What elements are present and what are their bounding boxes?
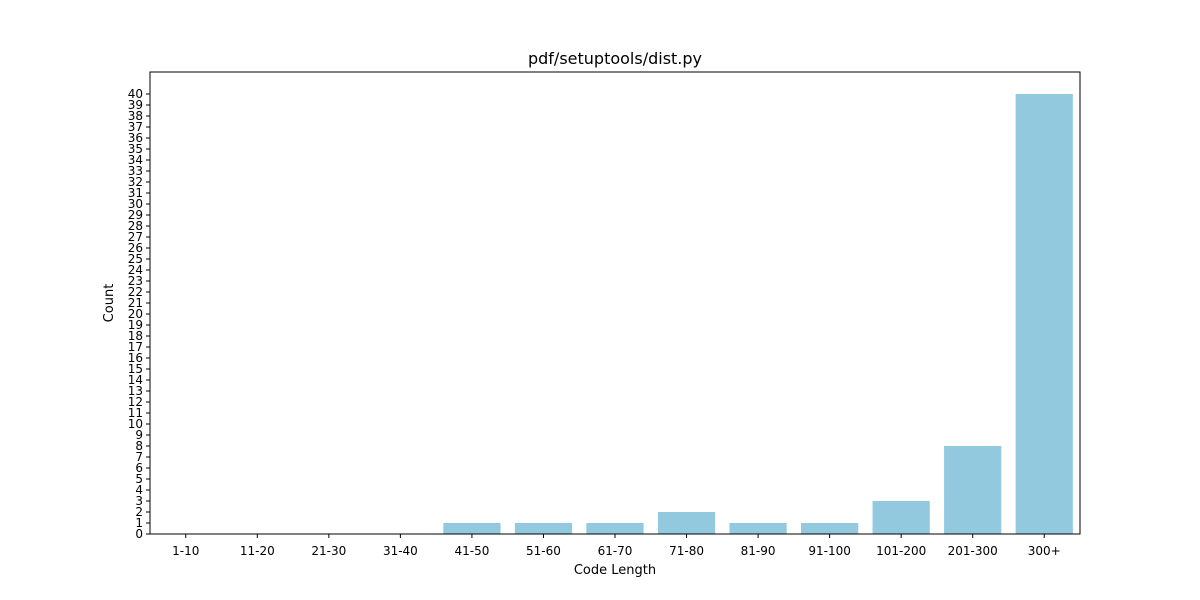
y-tick-label: 27 [128, 230, 143, 244]
y-tick-label: 18 [128, 329, 143, 343]
y-tick-label: 38 [128, 109, 143, 123]
x-tick-label: 201-300 [948, 544, 998, 558]
x-tick-label: 81-90 [741, 544, 776, 558]
y-tick-label: 9 [135, 428, 143, 442]
bars-group [443, 94, 1073, 534]
bar [443, 523, 501, 534]
x-tick-label: 41-50 [454, 544, 489, 558]
y-tick-label: 7 [135, 450, 143, 464]
x-axis: 1-10 11-20 21-30 31-40 41-50 51-60 61-70 71-80 8… [172, 534, 1061, 558]
y-tick-label: 36 [128, 131, 143, 145]
bar [514, 523, 573, 534]
y-tick-label: 30 [128, 197, 143, 211]
y-axis: 0123456789101112131415161718192021222324… [128, 87, 150, 541]
y-tick-label: 32 [128, 175, 143, 189]
x-tick-label: 300+ [1028, 544, 1061, 558]
x-tick-label: 91-100 [808, 544, 851, 558]
bar [657, 512, 716, 534]
y-tick-label: 6 [135, 461, 143, 475]
y-axis-label: Count [102, 284, 117, 323]
y-tick-label: 37 [128, 120, 143, 134]
y-tick-label: 0 [135, 527, 143, 541]
y-tick-label: 19 [128, 318, 143, 332]
x-tick-label: 71-80 [669, 544, 704, 558]
y-tick-label: 3 [135, 494, 143, 508]
x-tick-label: 61-70 [598, 544, 633, 558]
y-tick-label: 11 [128, 406, 143, 420]
y-tick-label: 4 [135, 483, 143, 497]
y-tick-label: 33 [128, 164, 143, 178]
y-tick-label: 34 [128, 153, 143, 167]
y-tick-label: 22 [128, 285, 143, 299]
bar [944, 446, 1002, 534]
bar [801, 523, 859, 534]
y-tick-label: 20 [128, 307, 143, 321]
x-axis-label: Code Length [574, 563, 656, 578]
y-tick-label: 31 [128, 186, 143, 200]
y-tick-label: 10 [128, 417, 143, 431]
x-tick-label: 1-10 [172, 544, 199, 558]
y-tick-label: 12 [128, 395, 143, 409]
y-tick-label: 24 [128, 263, 143, 277]
y-tick-label: 14 [128, 373, 143, 387]
y-tick-label: 35 [128, 142, 143, 156]
y-tick-label: 16 [128, 351, 143, 365]
y-tick-label: 26 [128, 241, 143, 255]
y-tick-label: 23 [128, 274, 143, 288]
x-tick-label: 101-200 [876, 544, 926, 558]
bar [729, 523, 787, 534]
x-tick-label: 31-40 [383, 544, 418, 558]
y-tick-label: 13 [128, 384, 143, 398]
y-tick-label: 40 [128, 87, 143, 101]
x-tick-label: 21-30 [311, 544, 346, 558]
bar [872, 501, 930, 534]
x-tick-label: 11-20 [240, 544, 275, 558]
y-tick-label: 5 [135, 472, 143, 486]
y-tick-label: 17 [128, 340, 143, 354]
y-tick-label: 25 [128, 252, 143, 266]
chart-title: pdf/setuptools/dist.py [528, 49, 702, 68]
y-tick-label: 29 [128, 208, 143, 222]
y-tick-label: 2 [135, 505, 143, 519]
y-tick-label: 21 [128, 296, 143, 310]
bar [1015, 94, 1073, 534]
plot-frame [149, 71, 1081, 535]
y-tick-label: 15 [128, 362, 143, 376]
y-tick-label: 28 [128, 219, 143, 233]
y-tick-label: 8 [135, 439, 143, 453]
y-tick-label: 39 [128, 98, 143, 112]
bar [586, 523, 644, 534]
x-tick-label: 51-60 [526, 544, 561, 558]
y-tick-label: 1 [135, 516, 143, 530]
